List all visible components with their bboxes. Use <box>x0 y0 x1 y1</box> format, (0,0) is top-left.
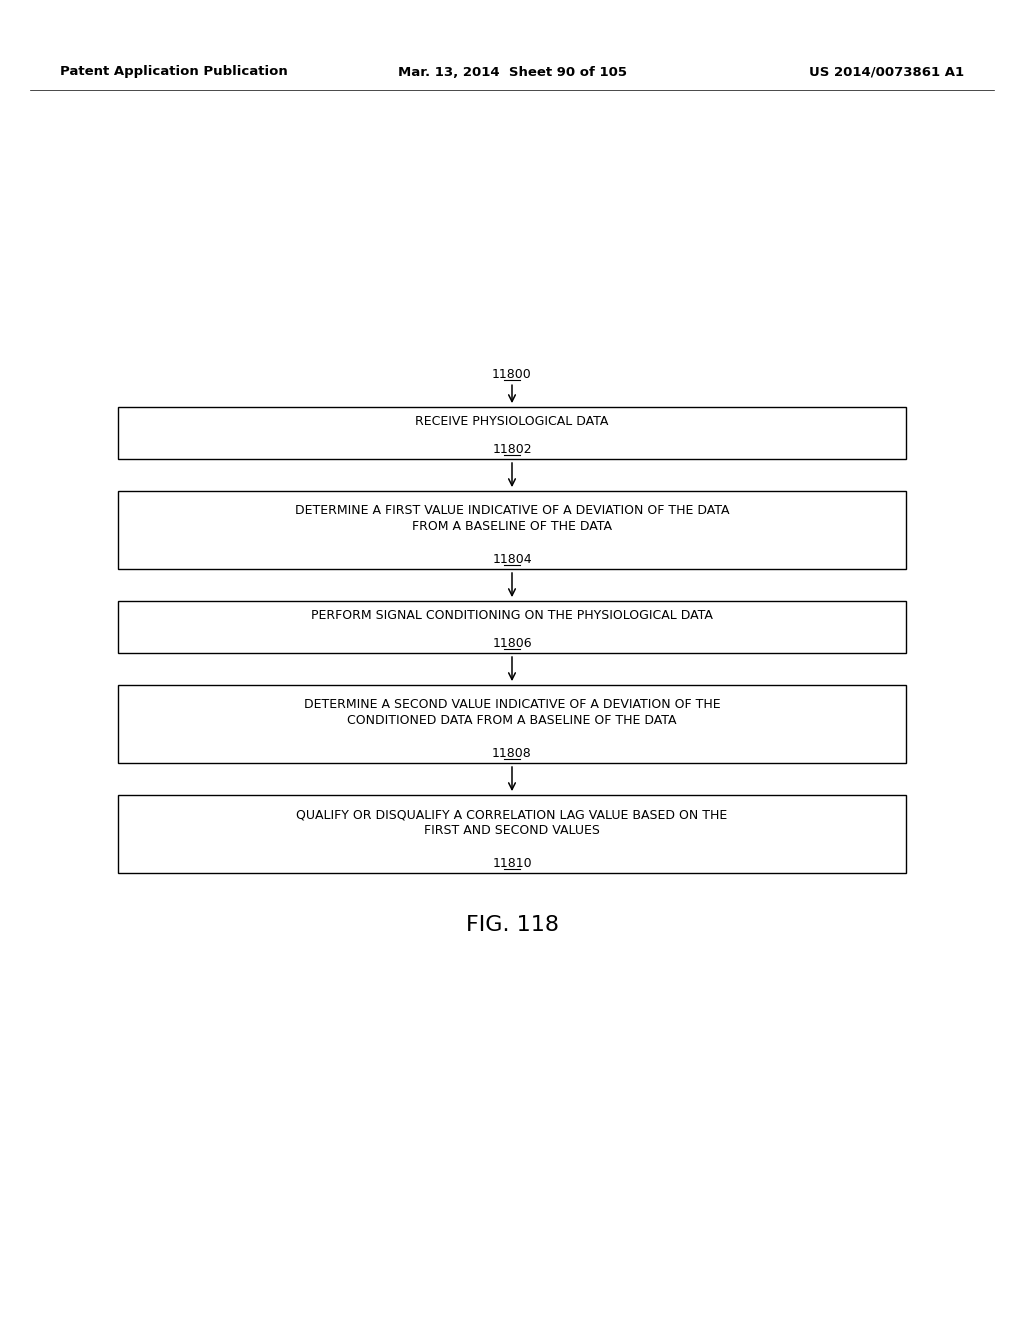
Text: US 2014/0073861 A1: US 2014/0073861 A1 <box>809 66 964 78</box>
Text: 11808: 11808 <box>493 747 531 759</box>
Bar <box>118 601 906 653</box>
Text: 11806: 11806 <box>493 636 531 649</box>
Bar <box>118 407 906 459</box>
Text: 11810: 11810 <box>493 857 531 870</box>
Text: PERFORM SIGNAL CONDITIONING ON THE PHYSIOLOGICAL DATA: PERFORM SIGNAL CONDITIONING ON THE PHYSI… <box>311 610 713 622</box>
Text: 11800: 11800 <box>493 368 531 381</box>
Text: RECEIVE PHYSIOLOGICAL DATA: RECEIVE PHYSIOLOGICAL DATA <box>416 416 608 428</box>
Text: 11804: 11804 <box>493 553 531 565</box>
Text: Patent Application Publication: Patent Application Publication <box>60 66 288 78</box>
Text: QUALIFY OR DISQUALIFY A CORRELATION LAG VALUE BASED ON THE
FIRST AND SECOND VALU: QUALIFY OR DISQUALIFY A CORRELATION LAG … <box>296 808 728 837</box>
Bar <box>118 685 906 763</box>
Text: DETERMINE A SECOND VALUE INDICATIVE OF A DEVIATION OF THE
CONDITIONED DATA FROM : DETERMINE A SECOND VALUE INDICATIVE OF A… <box>304 698 720 727</box>
Bar <box>118 795 906 873</box>
Text: Mar. 13, 2014  Sheet 90 of 105: Mar. 13, 2014 Sheet 90 of 105 <box>397 66 627 78</box>
Bar <box>118 491 906 569</box>
Text: FIG. 118: FIG. 118 <box>466 915 558 935</box>
Text: 11802: 11802 <box>493 442 531 455</box>
Text: DETERMINE A FIRST VALUE INDICATIVE OF A DEVIATION OF THE DATA
FROM A BASELINE OF: DETERMINE A FIRST VALUE INDICATIVE OF A … <box>295 504 729 533</box>
